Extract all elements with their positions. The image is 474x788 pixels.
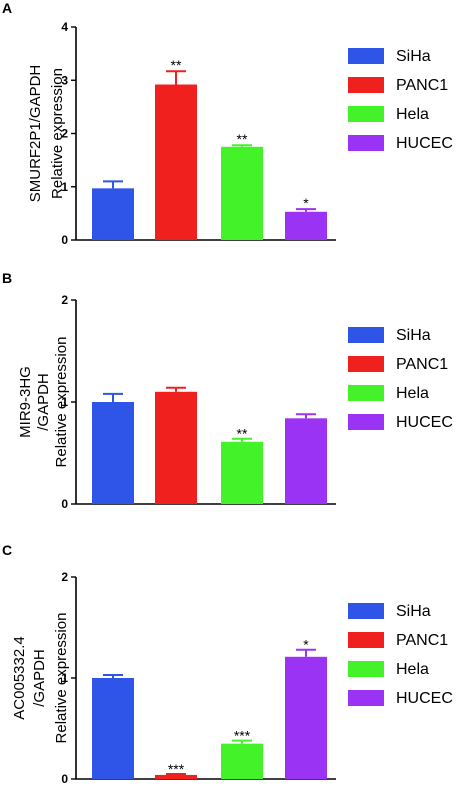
bar-hela xyxy=(221,146,263,240)
y-tick-label: 0 xyxy=(61,233,68,247)
y-axis-label: MIR9-3HG xyxy=(17,366,34,438)
y-axis-label: Relative expression xyxy=(53,613,70,744)
panel-label: C xyxy=(2,542,13,558)
y-tick-label: 2 xyxy=(61,570,68,584)
bar-siha xyxy=(92,402,134,504)
y-axis-label: SMURF2P1/GAPDH xyxy=(27,65,44,203)
y-tick-label: 2 xyxy=(61,293,68,307)
legend-swatch xyxy=(348,77,384,93)
significance-label: ** xyxy=(237,131,248,147)
legend-label: SiHa xyxy=(396,603,431,620)
y-tick-label: 0 xyxy=(61,772,68,786)
significance-label: ** xyxy=(237,426,248,442)
bar-hucec xyxy=(285,656,327,779)
significance-label: *** xyxy=(234,728,251,744)
bar-panc1 xyxy=(155,84,197,240)
legend-label: PANC1 xyxy=(396,632,448,649)
y-tick-label: 2 xyxy=(61,127,68,141)
legend-swatch xyxy=(348,135,384,151)
bar-chart-mir9-3hg: 0 1 2 MIR9-3HG/GAPDH Relative expression ** Si… xyxy=(17,293,453,511)
significance-label: ** xyxy=(171,57,182,73)
panel-b: B 0 1 2 MIR9-3HG/GAPDH Relative expression **… xyxy=(0,270,474,532)
legend-swatch xyxy=(348,632,384,648)
y-tick-label: 1 xyxy=(61,671,68,685)
bar-panc1 xyxy=(155,391,197,504)
legend-label: SiHa xyxy=(396,327,431,344)
legend-swatch xyxy=(348,603,384,619)
bar-panc1 xyxy=(155,774,197,779)
legend-swatch xyxy=(348,690,384,706)
legend-label: SiHa xyxy=(396,48,431,65)
legend-label: PANC1 xyxy=(396,356,448,373)
y-tick-label: 1 xyxy=(61,180,68,194)
panel-label: A xyxy=(2,0,13,16)
legend-label: HUCEC xyxy=(396,690,453,707)
panel-label: B xyxy=(2,270,13,286)
legend-label: Hela xyxy=(396,106,429,123)
legend-swatch xyxy=(348,327,384,343)
bar-siha xyxy=(92,678,134,779)
significance-label: * xyxy=(303,195,309,211)
y-axis-label: AC005332.4 xyxy=(11,636,28,719)
bar-hucec xyxy=(285,211,327,240)
legend-label: HUCEC xyxy=(396,135,453,152)
y-tick-label: 3 xyxy=(61,73,68,87)
y-tick-label: 0 xyxy=(61,497,68,511)
legend-swatch xyxy=(348,48,384,64)
bar-hucec xyxy=(285,418,327,504)
legend-label: Hela xyxy=(396,385,429,402)
y-axis-label: /GAPDH xyxy=(31,649,48,707)
significance-label: * xyxy=(303,637,309,653)
bar-siha xyxy=(92,188,134,240)
legend-swatch xyxy=(348,414,384,430)
legend-label: PANC1 xyxy=(396,77,448,94)
legend-label: Hela xyxy=(396,661,429,678)
y-axis-label: Relative expression xyxy=(49,68,66,199)
legend-label: HUCEC xyxy=(396,414,453,431)
bar-hela xyxy=(221,441,263,504)
y-axis-label: Relative expression xyxy=(53,337,70,468)
panel-a: A 0 1 2 3 4 SMURF2P1/GAPDH Relative expression… xyxy=(0,0,474,262)
y-tick-label: 4 xyxy=(61,20,68,34)
bar-hela xyxy=(221,743,263,779)
legend-swatch xyxy=(348,356,384,372)
legend-swatch xyxy=(348,661,384,677)
y-tick-label: 1 xyxy=(61,395,68,409)
legend-swatch xyxy=(348,106,384,122)
y-axis-label: /GAPDH xyxy=(35,373,52,431)
significance-label: *** xyxy=(168,761,185,777)
legend-swatch xyxy=(348,385,384,401)
panel-c: C 0 1 2 AC005332.4/GAPDH Relative expression… xyxy=(0,542,474,788)
